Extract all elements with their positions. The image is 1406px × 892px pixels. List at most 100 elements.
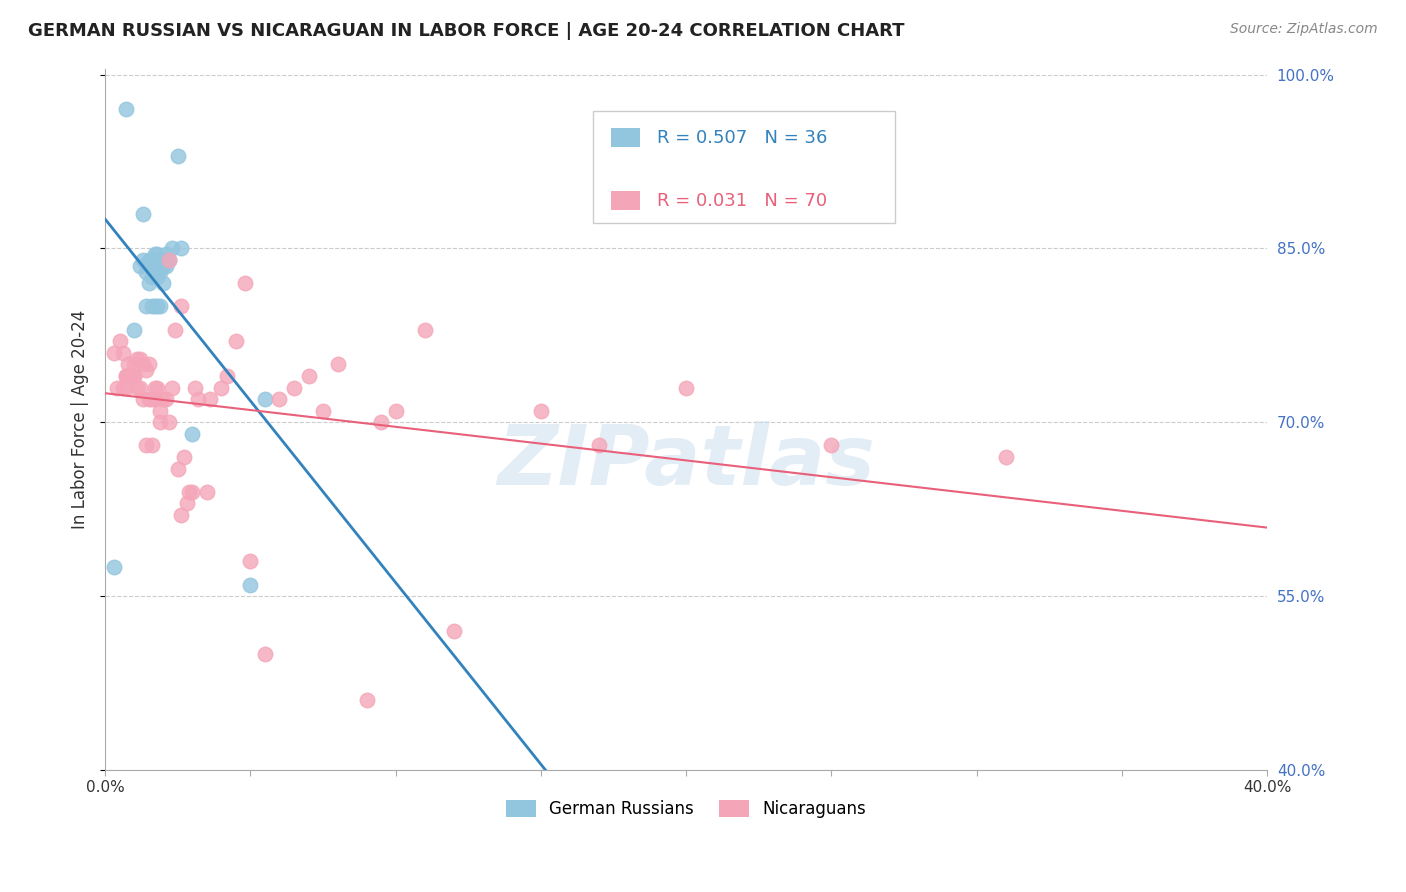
Point [105, 380, 128, 394]
Point [129, 351, 152, 366]
Point [994, 450, 1017, 464]
Text: Source: ZipAtlas.com: Source: ZipAtlas.com [1230, 22, 1378, 37]
Point [138, 253, 160, 268]
Point [820, 438, 842, 452]
Point [181, 426, 204, 441]
Point [170, 508, 193, 522]
Point [143, 300, 166, 314]
Point [233, 277, 256, 291]
Point [141, 392, 163, 406]
Point [356, 693, 378, 707]
Point [157, 253, 180, 268]
Point [297, 368, 319, 383]
FancyBboxPatch shape [610, 128, 640, 147]
Point [146, 270, 169, 285]
Point [149, 300, 172, 314]
Point [152, 253, 174, 268]
Point [163, 323, 186, 337]
Point [152, 392, 174, 406]
Point [138, 277, 160, 291]
Point [129, 380, 152, 394]
Point [675, 380, 697, 394]
Text: ZIPatlas: ZIPatlas [498, 421, 875, 502]
Point [146, 259, 169, 273]
Point [217, 368, 239, 383]
Point [117, 357, 139, 371]
Point [120, 368, 142, 383]
Point [135, 300, 157, 314]
Point [181, 484, 204, 499]
Point [114, 368, 136, 383]
Point [443, 624, 465, 638]
Point [370, 415, 392, 429]
Legend: German Russians, Nicaraguans: German Russians, Nicaraguans [499, 793, 873, 825]
Point [170, 242, 193, 256]
Point [114, 380, 136, 394]
Text: GERMAN RUSSIAN VS NICARAGUAN IN LABOR FORCE | AGE 20-24 CORRELATION CHART: GERMAN RUSSIAN VS NICARAGUAN IN LABOR FO… [28, 22, 904, 40]
Point [253, 392, 276, 406]
Point [179, 484, 201, 499]
Point [111, 380, 134, 394]
Point [122, 357, 145, 371]
FancyBboxPatch shape [593, 111, 896, 223]
Point [135, 363, 157, 377]
Point [166, 149, 188, 163]
Point [141, 300, 163, 314]
Point [155, 259, 177, 273]
Point [253, 647, 276, 661]
Point [149, 253, 172, 268]
Point [138, 259, 160, 273]
Point [103, 345, 125, 359]
Point [149, 265, 172, 279]
Point [129, 259, 152, 273]
Point [413, 323, 436, 337]
Point [239, 554, 262, 568]
Point [155, 392, 177, 406]
Point [269, 392, 291, 406]
Point [146, 380, 169, 394]
Text: R = 0.031   N = 70: R = 0.031 N = 70 [657, 192, 827, 210]
Point [146, 300, 169, 314]
Point [122, 323, 145, 337]
Point [195, 484, 218, 499]
Point [173, 450, 195, 464]
Point [117, 368, 139, 383]
Point [132, 392, 155, 406]
Point [155, 247, 177, 261]
Point [198, 392, 221, 406]
Point [122, 368, 145, 383]
Point [160, 380, 183, 394]
Point [108, 334, 131, 349]
Point [135, 265, 157, 279]
Point [146, 247, 169, 261]
Point [122, 368, 145, 383]
Point [127, 351, 149, 366]
Point [114, 103, 136, 117]
Point [132, 253, 155, 268]
Point [149, 415, 172, 429]
Point [132, 357, 155, 371]
Point [152, 259, 174, 273]
Point [143, 380, 166, 394]
Point [127, 380, 149, 394]
Point [384, 403, 406, 417]
Y-axis label: In Labor Force | Age 20-24: In Labor Force | Age 20-24 [72, 310, 89, 529]
Point [588, 438, 610, 452]
Point [312, 403, 335, 417]
Point [141, 438, 163, 452]
Point [103, 560, 125, 574]
Point [326, 357, 349, 371]
Point [143, 247, 166, 261]
Point [225, 334, 247, 349]
Point [160, 242, 183, 256]
Point [111, 345, 134, 359]
Point [143, 392, 166, 406]
Point [135, 438, 157, 452]
Point [143, 259, 166, 273]
Point [152, 277, 174, 291]
Point [149, 403, 172, 417]
Point [239, 577, 262, 591]
Point [283, 380, 305, 394]
Point [132, 207, 155, 221]
Point [157, 415, 180, 429]
